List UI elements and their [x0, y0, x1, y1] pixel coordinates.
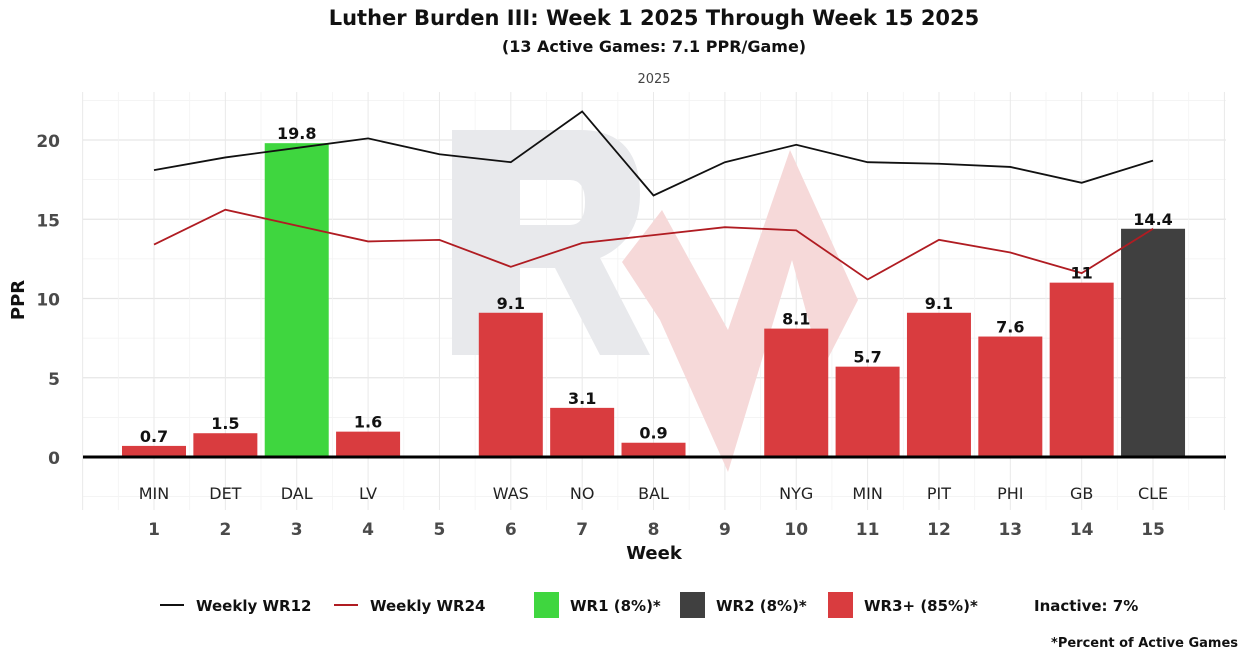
bar-week-7	[550, 407, 615, 457]
bar-value-label: 3.1	[568, 389, 596, 408]
opponent-label: MIN	[852, 484, 883, 503]
x-tick-label: 12	[927, 520, 951, 540]
chart-title: Luther Burden III: Week 1 2025 Through W…	[329, 6, 980, 30]
bar-week-14	[1049, 282, 1114, 457]
legend-item: WR3+ (85%)*	[828, 592, 978, 618]
y-tick-label: 5	[48, 370, 60, 390]
bar-value-label: 7.6	[996, 318, 1024, 337]
opponent-label: PHI	[997, 484, 1023, 503]
y-tick-label: 20	[36, 132, 60, 152]
bar-week-6	[478, 312, 543, 457]
bar-week-10	[764, 328, 829, 457]
y-tick-label: 0	[48, 449, 60, 469]
bar-value-label: 14.4	[1133, 210, 1172, 229]
x-tick-label: 5	[434, 520, 446, 540]
x-tick-label: 7	[576, 520, 588, 540]
bar-value-label: 9.1	[497, 294, 525, 313]
legend-label: Weekly WR12	[196, 597, 311, 615]
bar-value-label: 8.1	[782, 310, 810, 329]
x-tick-label: 15	[1141, 520, 1165, 540]
legend-label: Weekly WR24	[370, 597, 485, 615]
bar-week-3	[264, 143, 329, 458]
x-axis-label: Week	[626, 543, 683, 564]
x-tick-label: 3	[291, 520, 303, 540]
legend-label: WR2 (8%)*	[716, 597, 807, 615]
bar-value-label: 0.7	[140, 427, 168, 446]
x-tick-label: 14	[1070, 520, 1094, 540]
facet-label: 2025	[637, 72, 670, 87]
watermark-r	[452, 130, 650, 355]
bar-week-4	[336, 431, 401, 457]
bar-week-15	[1121, 228, 1186, 457]
bars	[122, 143, 1186, 458]
bar-value-label: 1.6	[354, 413, 382, 432]
opponent-label: NO	[570, 484, 595, 503]
bar-value-label: 1.5	[211, 414, 239, 433]
legend-label: WR1 (8%)*	[570, 597, 661, 615]
legend-item: WR1 (8%)*	[534, 592, 661, 618]
opponent-label: DAL	[281, 484, 313, 503]
y-tick-label: 10	[36, 291, 60, 311]
watermark-logo	[452, 130, 858, 472]
y-axis-label: PPR	[8, 280, 29, 320]
legend-label: Inactive: 7%	[1034, 597, 1138, 615]
bar-labels: 0.7 1.5 19.8 1.6 9.1 3.1 0.9 8.1 5.7 9.1 7.6 11 14.4	[140, 124, 1173, 446]
legend-color-key	[680, 592, 705, 618]
opponent-label: WAS	[493, 484, 529, 503]
x-axis-ticks: 1 2 3 4 5 6 7 8 9 10 11 12 13 14 15	[148, 520, 1165, 540]
x-tick-label: 6	[505, 520, 517, 540]
lines	[153, 110, 1154, 281]
opponent-label: BAL	[638, 484, 669, 503]
x-tick-label: 4	[362, 520, 374, 540]
bar-week-12	[906, 312, 971, 457]
bar-value-label: 19.8	[277, 124, 316, 143]
opponent-label: DET	[209, 484, 241, 503]
chart-subtitle: (13 Active Games: 7.1 PPR/Game)	[502, 37, 806, 56]
bar-week-1	[122, 445, 186, 457]
bar-week-2	[193, 433, 258, 457]
legend-item: Weekly WR12	[160, 597, 311, 615]
opponent-label: PIT	[927, 484, 951, 503]
legend-item: Weekly WR24	[334, 597, 485, 615]
bar-value-label: 11	[1071, 264, 1093, 283]
x-tick-label: 10	[784, 520, 808, 540]
legend-item: Inactive: 7%	[1034, 597, 1138, 615]
legend-item: WR2 (8%)*	[680, 592, 807, 618]
y-tick-label: 15	[36, 211, 60, 231]
opponent-label: GB	[1070, 484, 1093, 503]
x-tick-label: 9	[719, 520, 731, 540]
legend-color-key	[534, 592, 559, 618]
opponent-label: NYG	[779, 484, 813, 503]
x-tick-label: 2	[219, 520, 231, 540]
x-tick-label: 11	[856, 520, 880, 540]
bar-week-13	[978, 336, 1043, 457]
legend-color-key	[828, 592, 853, 618]
footnote: *Percent of Active Games	[1051, 636, 1238, 651]
x-tick-label: 1	[148, 520, 160, 540]
opponent-label: CLE	[1138, 484, 1168, 503]
bar-value-label: 0.9	[639, 424, 667, 443]
x-tick-label: 8	[648, 520, 660, 540]
bar-value-label: 9.1	[925, 294, 953, 313]
x-tick-label: 13	[998, 520, 1022, 540]
y-axis-ticks: 0 5 10 15 20	[36, 132, 60, 469]
bar-week-11	[835, 366, 900, 457]
legend-label: WR3+ (85%)*	[864, 597, 978, 615]
legend: Weekly WR12 Weekly WR24 WR1 (8%)* WR2 (8%)*…	[160, 592, 1138, 618]
line-weekly-wr12	[153, 110, 1154, 197]
watermark-v	[622, 150, 858, 472]
line-weekly-wr24	[153, 208, 1154, 281]
bar-week-8	[621, 442, 686, 457]
opponent-label: MIN	[139, 484, 170, 503]
opponent-labels: MIN DET DAL LV WAS NO BAL NYG MIN PIT PHI GB CLE	[139, 484, 1168, 503]
opponent-label: LV	[359, 484, 377, 503]
bar-value-label: 5.7	[853, 348, 881, 367]
